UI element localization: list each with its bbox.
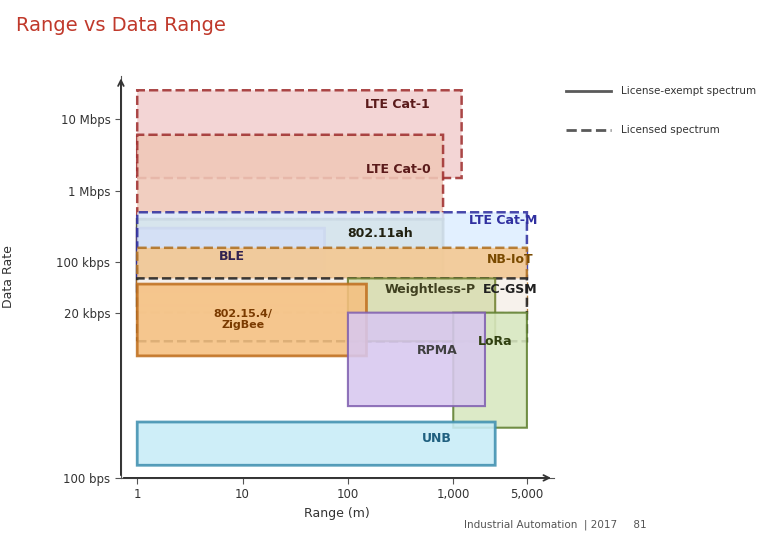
FancyBboxPatch shape [137,90,462,178]
FancyBboxPatch shape [137,135,443,219]
Text: NB-IoT: NB-IoT [488,253,534,266]
FancyBboxPatch shape [137,219,443,306]
Text: 802.11ah: 802.11ah [347,227,413,240]
Text: Industrial Automation  | 2017     81: Industrial Automation | 2017 81 [464,520,647,530]
Text: License-exempt spectrum: License-exempt spectrum [622,86,757,96]
FancyBboxPatch shape [137,228,324,291]
FancyBboxPatch shape [348,279,495,341]
FancyBboxPatch shape [137,212,527,279]
FancyBboxPatch shape [348,313,485,406]
Text: LoRa: LoRa [478,335,512,348]
Text: Range vs Data Range: Range vs Data Range [16,16,225,35]
Text: UNB: UNB [422,433,452,446]
FancyBboxPatch shape [137,422,495,465]
Text: BLE: BLE [219,250,246,264]
Y-axis label: Data Rate: Data Rate [2,245,15,308]
Text: RPMA: RPMA [417,343,457,357]
Text: LTE Cat-1: LTE Cat-1 [365,98,430,111]
Text: 802.15.4/
ZigBee: 802.15.4/ ZigBee [213,309,272,330]
FancyBboxPatch shape [453,313,527,428]
Text: LTE Cat-M: LTE Cat-M [470,214,537,227]
X-axis label: Range (m): Range (m) [304,507,370,520]
FancyBboxPatch shape [137,284,367,356]
Text: Licensed spectrum: Licensed spectrum [622,125,720,136]
Text: EC-GSM: EC-GSM [484,283,538,296]
Text: LTE Cat-0: LTE Cat-0 [366,163,431,176]
Text: Weightless-P: Weightless-P [385,283,476,296]
FancyBboxPatch shape [137,248,527,313]
FancyBboxPatch shape [137,279,527,341]
